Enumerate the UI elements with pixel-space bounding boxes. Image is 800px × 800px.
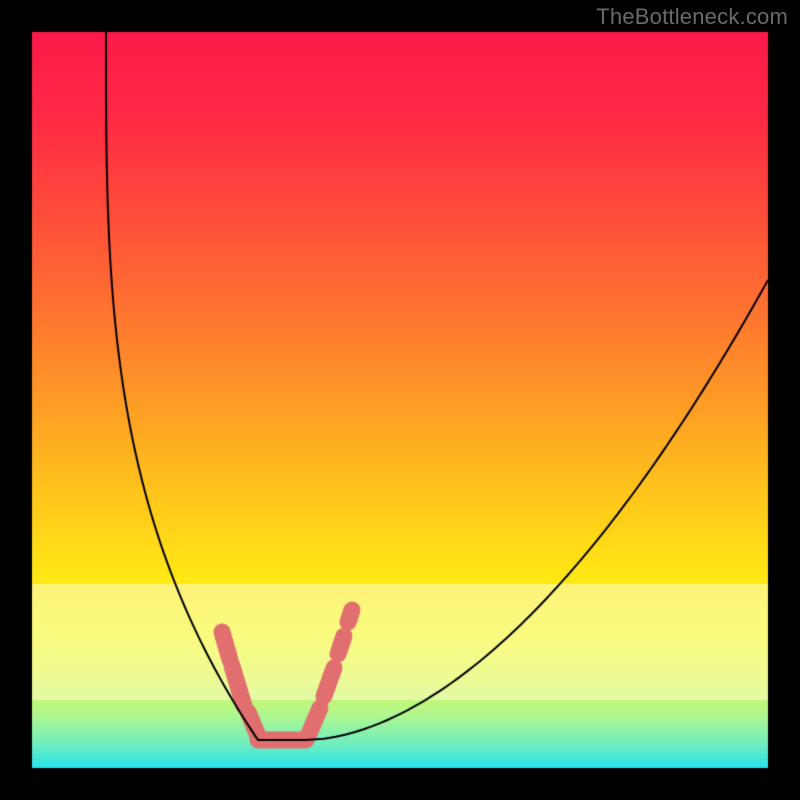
bottleneck-chart-canvas <box>0 0 800 800</box>
chart-root: TheBottleneck.com <box>0 0 800 800</box>
watermark-text: TheBottleneck.com <box>596 4 788 30</box>
